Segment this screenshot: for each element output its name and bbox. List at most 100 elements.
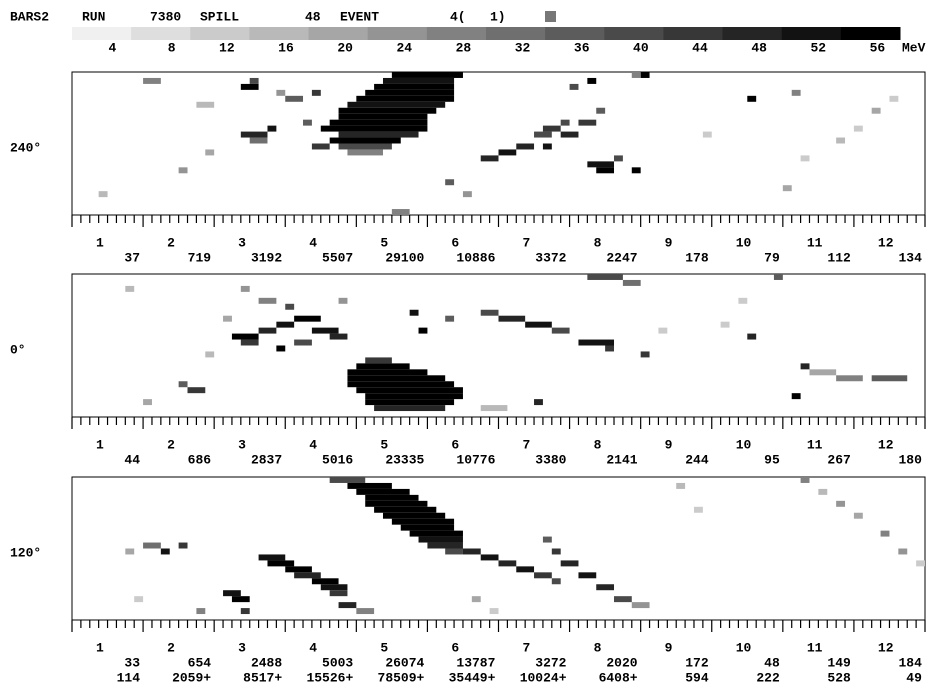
hit bbox=[382, 77, 455, 84]
hit bbox=[898, 548, 908, 555]
module-sum: 180 bbox=[899, 452, 923, 467]
hit bbox=[205, 149, 215, 156]
hit bbox=[818, 488, 828, 495]
module-sum: 3272 bbox=[535, 655, 566, 670]
scale-label: 8 bbox=[168, 40, 176, 55]
hit bbox=[374, 405, 446, 412]
hit bbox=[338, 297, 348, 304]
scale-label: 52 bbox=[810, 40, 826, 55]
hit bbox=[276, 345, 286, 352]
module-sum: 3380 bbox=[535, 452, 566, 467]
hit bbox=[294, 315, 321, 322]
module-sum: 13787 bbox=[456, 655, 495, 670]
hit bbox=[285, 566, 312, 573]
module-sum: 267 bbox=[827, 452, 850, 467]
hit bbox=[178, 542, 188, 549]
module-sum: 172 bbox=[685, 655, 709, 670]
hit bbox=[303, 119, 312, 126]
hit bbox=[258, 297, 277, 304]
hit bbox=[356, 488, 410, 495]
hit bbox=[311, 89, 321, 96]
hit bbox=[365, 399, 455, 406]
hit bbox=[542, 125, 561, 132]
hit bbox=[445, 179, 455, 186]
hit bbox=[347, 149, 383, 156]
spill: 48 bbox=[305, 9, 321, 24]
module-label: 3 bbox=[238, 235, 246, 250]
hit bbox=[578, 339, 615, 346]
hit bbox=[276, 321, 295, 328]
module-sum: 686 bbox=[188, 452, 212, 467]
hit bbox=[329, 137, 401, 144]
hit bbox=[534, 572, 552, 579]
hit bbox=[134, 596, 144, 603]
hit bbox=[480, 405, 508, 412]
module-label: 5 bbox=[380, 437, 388, 452]
hit bbox=[400, 524, 455, 531]
hit bbox=[498, 149, 517, 156]
hit bbox=[560, 131, 579, 138]
hit bbox=[285, 95, 304, 102]
module-label: 12 bbox=[878, 235, 894, 250]
hit bbox=[498, 560, 517, 567]
module-sum: 5016 bbox=[322, 452, 353, 467]
hit bbox=[720, 321, 730, 328]
scale-swatch bbox=[781, 27, 842, 40]
hit bbox=[480, 554, 499, 561]
module-sum-total: 8517+ bbox=[243, 670, 282, 685]
hit bbox=[329, 477, 366, 483]
hit bbox=[462, 548, 481, 555]
hit bbox=[98, 191, 108, 198]
hit bbox=[374, 506, 437, 513]
scale-label: 48 bbox=[751, 40, 767, 55]
event-label: EVENT bbox=[340, 9, 379, 24]
scale-label: 12 bbox=[219, 40, 235, 55]
hit bbox=[551, 548, 561, 555]
scale-swatch bbox=[426, 27, 487, 40]
hit bbox=[596, 584, 615, 591]
module-sum: 178 bbox=[685, 250, 709, 265]
hit bbox=[409, 309, 419, 316]
hit bbox=[267, 560, 295, 567]
module-sum-total: 2059+ bbox=[172, 670, 211, 685]
module-sum: 3192 bbox=[251, 250, 282, 265]
hit bbox=[338, 143, 392, 150]
scale-label: 28 bbox=[456, 40, 472, 55]
module-sum-total: 78509+ bbox=[378, 670, 425, 685]
module-label: 8 bbox=[594, 640, 602, 655]
scale-label: 4 bbox=[109, 40, 117, 55]
module-label: 12 bbox=[878, 640, 894, 655]
hit bbox=[836, 375, 863, 382]
module-label: 2 bbox=[167, 235, 175, 250]
event: 4( bbox=[450, 9, 466, 24]
panel-frame bbox=[71, 476, 926, 621]
hit bbox=[338, 113, 428, 120]
hit bbox=[587, 161, 615, 168]
module-sum: 3372 bbox=[535, 250, 566, 265]
hit bbox=[311, 143, 330, 150]
hit bbox=[631, 72, 641, 78]
module-label: 10 bbox=[736, 235, 752, 250]
module-sum: 2247 bbox=[606, 250, 637, 265]
hit bbox=[551, 327, 570, 334]
hit bbox=[871, 107, 881, 114]
hit bbox=[356, 363, 410, 370]
spill-label: SPILL bbox=[200, 9, 239, 24]
hit bbox=[347, 381, 455, 388]
module-sum: 184 bbox=[899, 655, 923, 670]
hit bbox=[534, 399, 543, 406]
hit bbox=[365, 393, 463, 400]
module-sum: 244 bbox=[685, 452, 709, 467]
hit bbox=[160, 548, 170, 555]
hit bbox=[560, 119, 570, 126]
scale-swatch bbox=[545, 27, 605, 40]
hit bbox=[542, 143, 552, 150]
scale-label: 44 bbox=[692, 40, 708, 55]
angle-label: 120° bbox=[10, 545, 41, 560]
module-sum-total: 49 bbox=[906, 670, 922, 685]
run-label: RUN bbox=[82, 9, 105, 24]
scale-label: 40 bbox=[633, 40, 649, 55]
module-label: 5 bbox=[380, 640, 388, 655]
